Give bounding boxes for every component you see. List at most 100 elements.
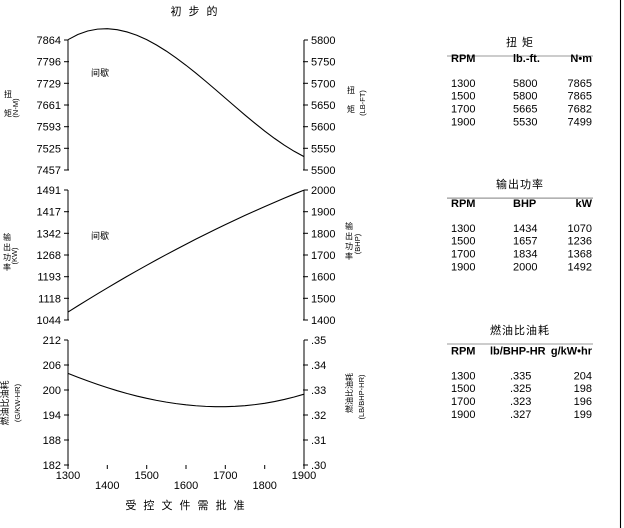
svg-text:N•m: N•m	[570, 53, 592, 65]
svg-text:188: 188	[43, 435, 61, 447]
svg-text:7865: 7865	[568, 91, 592, 103]
svg-text:7593: 7593	[37, 122, 61, 134]
svg-text:5550: 5550	[311, 143, 335, 155]
svg-text:1491: 1491	[37, 185, 61, 197]
svg-text:.35: .35	[311, 335, 326, 347]
svg-text:1800: 1800	[311, 228, 335, 240]
svg-text:198: 198	[574, 383, 592, 395]
svg-text:7661: 7661	[37, 100, 61, 112]
svg-text:功: 功	[345, 241, 353, 251]
svg-text:5650: 5650	[311, 100, 335, 112]
svg-text:1600: 1600	[311, 272, 335, 284]
svg-text:.335: .335	[510, 370, 531, 382]
svg-text:1500: 1500	[311, 293, 335, 305]
svg-text:矩: 矩	[347, 104, 355, 114]
svg-text:1834: 1834	[513, 249, 537, 261]
svg-text:1700: 1700	[451, 396, 475, 408]
svg-text:1500: 1500	[451, 91, 475, 103]
svg-text:输出功率: 输出功率	[496, 177, 544, 191]
svg-text:1700: 1700	[451, 249, 475, 261]
svg-text:扭: 扭	[4, 89, 12, 99]
svg-text:204: 204	[574, 370, 592, 382]
svg-text:1070: 1070	[568, 223, 592, 235]
svg-text:.31: .31	[311, 435, 326, 447]
svg-text:(G/KW-HR): (G/KW-HR)	[13, 383, 22, 422]
svg-text:.34: .34	[311, 360, 326, 372]
svg-text:5665: 5665	[513, 104, 537, 116]
svg-text:1368: 1368	[568, 249, 592, 261]
svg-text:5600: 5600	[311, 122, 335, 134]
svg-text:1118: 1118	[38, 293, 61, 305]
svg-text:194: 194	[43, 410, 61, 422]
svg-text:200: 200	[43, 385, 61, 397]
svg-text:.327: .327	[510, 409, 531, 421]
svg-text:1800: 1800	[252, 480, 276, 492]
svg-text:RPM: RPM	[451, 345, 475, 357]
svg-text:7682: 7682	[568, 104, 592, 116]
svg-text:1044: 1044	[37, 315, 61, 327]
svg-text:1300: 1300	[56, 470, 80, 482]
svg-text:1900: 1900	[451, 117, 475, 129]
svg-text:1193: 1193	[37, 272, 61, 284]
svg-text:1900: 1900	[451, 262, 475, 274]
svg-text:率: 率	[345, 251, 353, 261]
svg-text:1500: 1500	[451, 383, 475, 395]
svg-text:1492: 1492	[568, 262, 592, 274]
svg-text:扭 矩: 扭 矩	[506, 35, 534, 49]
svg-text:1600: 1600	[174, 480, 198, 492]
svg-text:1700: 1700	[213, 470, 237, 482]
svg-text:7865: 7865	[568, 78, 592, 90]
svg-text:1417: 1417	[37, 207, 61, 219]
svg-text:7864: 7864	[37, 35, 61, 47]
svg-text:2000: 2000	[513, 262, 537, 274]
svg-text:.323: .323	[510, 396, 531, 408]
svg-text:输: 输	[3, 232, 11, 242]
svg-text:1900: 1900	[311, 207, 335, 219]
svg-text:1300: 1300	[451, 78, 475, 90]
svg-text:5800: 5800	[513, 91, 537, 103]
svg-text:196: 196	[574, 396, 592, 408]
svg-text:(KW): (KW)	[10, 247, 19, 265]
svg-text:初 步 的: 初 步 的	[170, 4, 219, 18]
svg-text:间歇: 间歇	[91, 67, 109, 78]
svg-text:BHP: BHP	[513, 198, 536, 210]
svg-text:(LB-FT): (LB-FT)	[358, 90, 367, 116]
svg-text:.32: .32	[311, 410, 326, 422]
svg-text:7525: 7525	[37, 143, 61, 155]
svg-text:1236: 1236	[568, 236, 592, 248]
svg-text:燃油比油耗: 燃油比油耗	[490, 323, 550, 337]
svg-text:燃油比油耗: 燃油比油耗	[0, 380, 10, 425]
svg-text:RPM: RPM	[451, 198, 475, 210]
svg-text:7729: 7729	[37, 78, 61, 90]
svg-text:1700: 1700	[311, 250, 335, 262]
svg-text:5500: 5500	[311, 165, 335, 177]
svg-text:.33: .33	[311, 385, 326, 397]
svg-text:lb/BHP-HR: lb/BHP-HR	[490, 345, 546, 357]
svg-text:.325: .325	[510, 383, 531, 395]
svg-text:kW: kW	[576, 198, 593, 210]
svg-text:1500: 1500	[134, 470, 158, 482]
svg-text:1700: 1700	[451, 104, 475, 116]
svg-text:扭: 扭	[347, 85, 355, 95]
svg-text:212: 212	[43, 335, 61, 347]
svg-text:燃油比油耗: 燃油比油耗	[344, 373, 354, 413]
svg-text:1400: 1400	[95, 480, 119, 492]
svg-text:2000: 2000	[311, 185, 335, 197]
svg-text:输: 输	[345, 221, 353, 231]
svg-text:1657: 1657	[513, 236, 537, 248]
svg-text:5800: 5800	[311, 35, 335, 47]
svg-text:5700: 5700	[311, 78, 335, 90]
svg-text:7499: 7499	[568, 117, 592, 129]
svg-text:g/kW•hr: g/kW•hr	[551, 345, 593, 357]
svg-text:5800: 5800	[513, 78, 537, 90]
svg-text:5750: 5750	[311, 57, 335, 69]
svg-text:1300: 1300	[451, 370, 475, 382]
svg-text:出: 出	[345, 231, 353, 241]
svg-text:间歇: 间歇	[91, 230, 109, 241]
svg-text:lb.-ft.: lb.-ft.	[513, 53, 540, 65]
svg-text:1500: 1500	[451, 236, 475, 248]
svg-text:(LB/BHP-HR): (LB/BHP-HR)	[357, 374, 366, 420]
svg-text:199: 199	[574, 409, 592, 421]
svg-text:受 控 文 件 需 批 准: 受 控 文 件 需 批 准	[125, 498, 246, 512]
svg-text:(N-M): (N-M)	[11, 98, 20, 118]
